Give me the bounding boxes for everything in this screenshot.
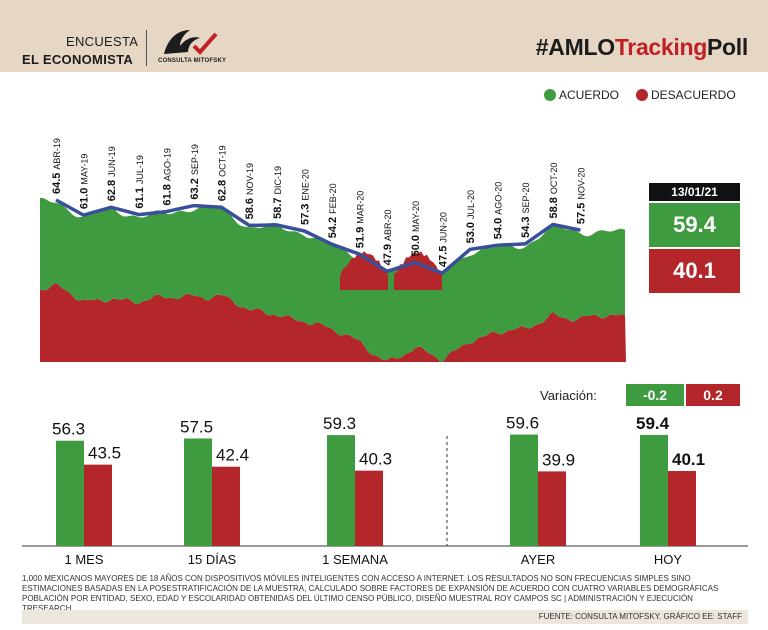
trend-point-label: 53.0JUL-20: [465, 190, 477, 243]
bar-category-label: 15 DÍAS: [188, 552, 237, 567]
title-poll: Poll: [707, 34, 748, 60]
acuerdo-area: [40, 197, 625, 363]
trend-point-label: 58.6NOV-19: [244, 163, 256, 219]
desacuerdo-peak: [394, 251, 442, 290]
title-tracking: Tracking: [614, 34, 708, 60]
desacuerdo-bar-label: 40.3: [359, 450, 392, 469]
desacuerdo-bar-label: 42.4: [216, 446, 249, 465]
trend-point-label: 63.2SEP-19: [189, 144, 201, 199]
acuerdo-bar-label: 59.3: [323, 414, 356, 433]
desacuerdo-dot-icon: [636, 89, 648, 101]
acuerdo-bar: [640, 434, 668, 546]
desacuerdo-peak: [340, 251, 388, 290]
bar-category-label: 1 SEMANA: [322, 552, 388, 567]
desacuerdo-bar: [668, 471, 696, 546]
bar-category-label: AYER: [521, 552, 555, 567]
desacuerdo-bar-label: 39.9: [542, 450, 575, 469]
title-hash: #AMLO: [535, 34, 615, 60]
variation-acuerdo: -0.2: [626, 384, 684, 406]
footnote: 1,000 MEXICANOS MAYORES DE 18 AÑOS CON D…: [22, 574, 719, 613]
acuerdo-bar-label: 56.3: [52, 420, 85, 439]
trend-point-label: 57.3ENE-20: [299, 169, 311, 225]
trend-point-label: 58.7DIC-19: [272, 166, 284, 219]
trend-point-label: 47.5JUN-20: [437, 212, 449, 267]
current-acuerdo: 59.4: [649, 203, 740, 247]
desacuerdo-bar: [84, 464, 112, 546]
source-credit: FUENTE: CONSULTA MITOFSKY. GRÁFICO EE: S…: [22, 610, 748, 624]
acuerdo-bar-label: 59.4: [636, 414, 670, 433]
page-title: #AMLOTrackingPoll: [535, 34, 749, 61]
brand-line2: EL ECONOMISTA: [22, 52, 134, 67]
acuerdo-bar-label: 59.6: [506, 414, 539, 433]
trend-point-label: 47.9ABR-20: [382, 209, 394, 265]
trend-point-label: 62.8OCT-19: [217, 145, 229, 201]
desacuerdo-bar: [355, 470, 383, 546]
trend-chart: 64.5ABR-19 61.0MAY-19 62.8JUN-19 61.1JUL-19…: [40, 138, 626, 363]
desacuerdo-bar-label: 43.5: [88, 444, 121, 463]
bar-category-label: 1 MES: [64, 552, 103, 567]
acuerdo-bar: [184, 438, 212, 546]
desacuerdo-area: [40, 283, 626, 363]
legend-desacuerdo-label: DESACUERDO: [651, 88, 736, 102]
trend-point-label: 58.8OCT-20: [548, 163, 560, 219]
trend-point-label: 61.8AGO-19: [161, 148, 173, 205]
trend-point-label: 61.1JUL-19: [134, 155, 146, 208]
variation-label: Variación:: [540, 388, 597, 403]
mitofsky-logo-icon: [164, 30, 218, 55]
brand-line1: ENCUESTA: [66, 34, 139, 49]
desacuerdo-bar: [212, 466, 240, 546]
acuerdo-bar-label: 57.5: [180, 417, 213, 436]
bar-category-label: HOY: [654, 552, 683, 567]
desacuerdo-bar: [538, 471, 566, 546]
current-desacuerdo: 40.1: [649, 249, 740, 293]
variation-desacuerdo: 0.2: [686, 384, 740, 406]
trend-point-label: 61.0MAY-19: [79, 154, 91, 209]
trend-point-label: 62.8JUN-19: [106, 146, 118, 201]
logo-text: CONSULTA MITOFSKY: [158, 58, 227, 64]
acuerdo-bar: [327, 435, 355, 546]
acuerdo-dot-icon: [544, 89, 556, 101]
header-divider: [146, 30, 147, 66]
trend-point-label: 51.9MAR-20: [355, 191, 367, 248]
trend-point-label: 54.3SEP-20: [520, 182, 532, 237]
acuerdo-bar: [56, 440, 84, 546]
trend-point-label: 54.0AGO-20: [493, 182, 505, 239]
legend-acuerdo-label: ACUERDO: [559, 88, 620, 102]
current-date: 13/01/21: [649, 183, 740, 201]
header-banner: ENCUESTA EL ECONOMISTA CONSULTA MITOFSKY…: [0, 0, 768, 72]
desacuerdo-bar-label: 40.1: [672, 450, 705, 469]
legend-acuerdo: ACUERDO: [544, 88, 619, 102]
trend-point-label: 57.5NOV-20: [575, 168, 587, 224]
acuerdo-bar: [510, 434, 538, 546]
trend-point-label: 54.2FEB-20: [327, 183, 339, 238]
acuerdo-trend-line: [55, 198, 581, 275]
trend-point-label: 64.5ABR-19: [51, 138, 63, 194]
legend-desacuerdo: DESACUERDO: [636, 88, 736, 102]
trend-point-label: 50.0MAY-20: [410, 201, 422, 256]
